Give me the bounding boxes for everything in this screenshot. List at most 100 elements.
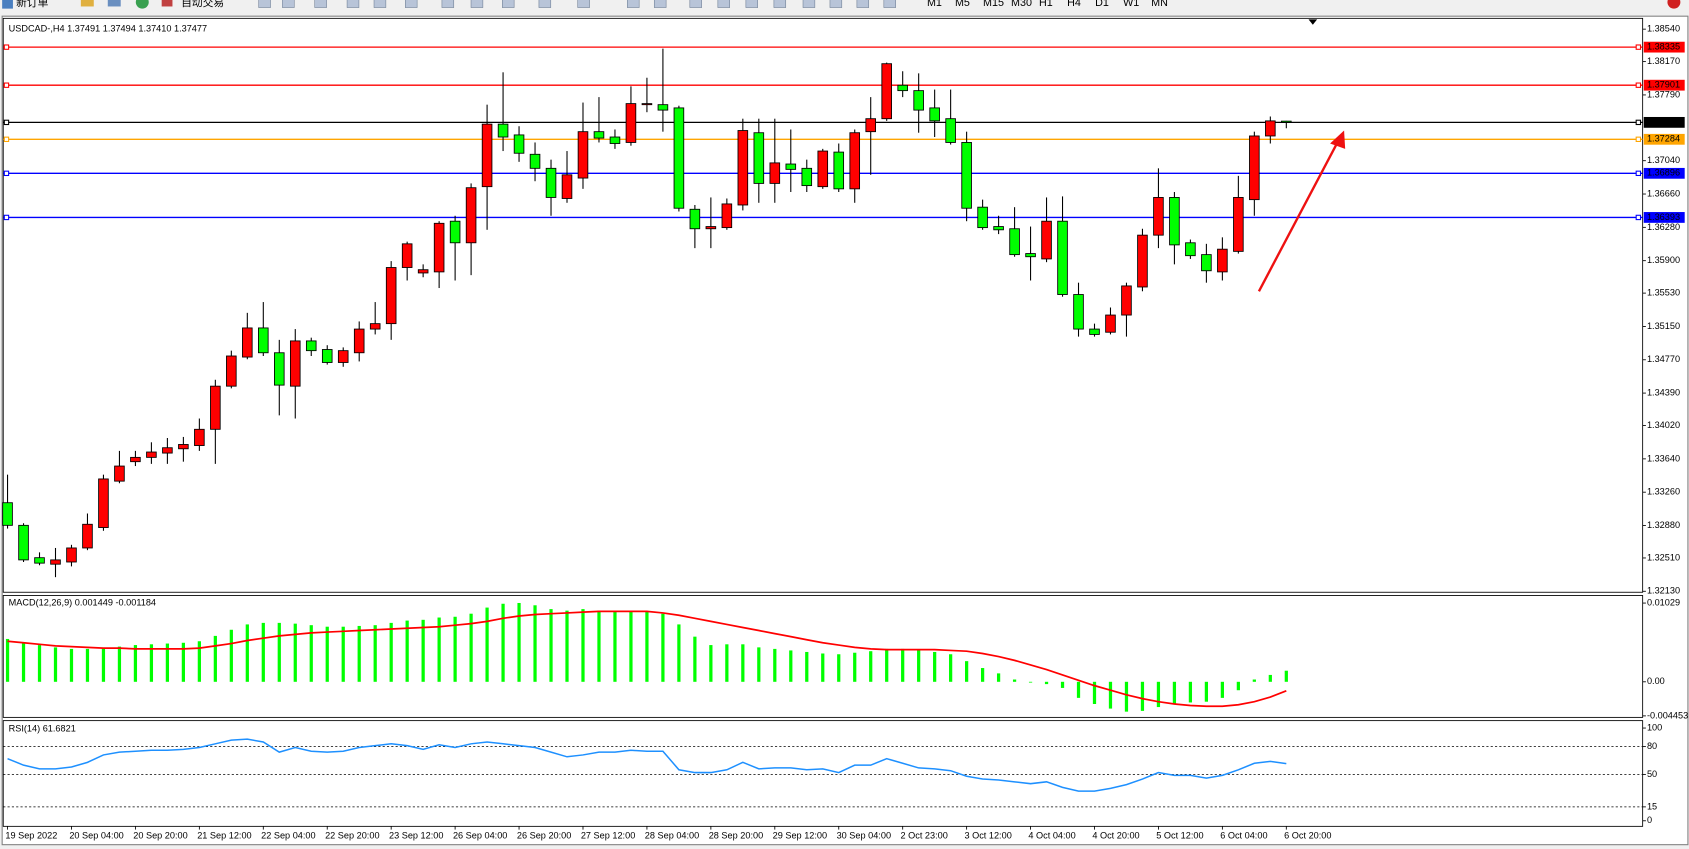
toolbar-icon[interactable] [441,0,455,8]
macd-bar [661,613,665,682]
toolbar-icon[interactable] [346,0,360,8]
macd-bar [469,613,473,682]
toolbar-icon[interactable] [258,0,271,8]
toolbar-icon[interactable] [829,0,843,8]
candle-body [162,447,173,454]
toolbar-icon[interactable] [470,0,484,8]
macd-bar [1284,670,1288,682]
candle-body [609,136,621,144]
macd-bar [485,607,489,682]
level-marker [3,170,10,177]
timeframe-button[interactable]: M5 [955,0,970,9]
chart-shift-marker [1308,19,1318,25]
candle-body [625,103,637,143]
y-tick-label: 1.37040 [1647,155,1680,165]
level-label: 1.38335 [1647,42,1680,52]
macd-bar [996,673,1001,682]
x-tick-label: 6 Oct 20:00 [1284,830,1331,840]
toolbar-icon[interactable] [502,0,515,8]
y-tick-label: 0.00 [1647,676,1665,686]
candle-body [769,162,781,184]
candle-body [305,340,317,352]
toolbar-icon[interactable] [405,0,418,8]
candle-body [1233,197,1244,252]
timeframe-buttons: M1 M5 M15 M30 H1 H4 D1 W1 MN [927,0,1168,9]
level-marker [3,119,10,126]
candle-body [146,451,157,458]
level-marker [3,136,10,142]
candle-body [1201,254,1212,272]
candle-body [961,142,972,209]
candle-body [1217,248,1228,273]
chart-window [1,15,1689,846]
toolbar-icon[interactable] [717,0,730,8]
toolbar-icon[interactable] [627,0,640,8]
y-tick-label: 1.38540 [1647,24,1680,34]
toolbar-icon[interactable] [653,0,667,8]
timeframe-button[interactable]: M30 [1011,0,1032,9]
toolbar-icon[interactable] [282,0,295,8]
toolbar-icon[interactable] [689,0,702,8]
candle-body [1137,234,1148,288]
auto-trading-button[interactable]: 自动交易 [181,0,224,9]
toolbar-icon[interactable] [773,0,787,8]
candle-body [258,327,269,354]
macd-bar [373,625,377,682]
timeframe-button[interactable]: H4 [1067,0,1081,9]
timeframe-button[interactable]: W1 [1123,0,1139,9]
candle-body [34,557,45,564]
candle-body [977,206,988,229]
macd-bar [389,622,393,682]
new-order-button[interactable]: 新订单 [16,0,49,9]
timeframe-button[interactable]: M15 [983,0,1004,9]
toolbar-icon[interactable] [802,0,816,8]
timeframe-button[interactable]: M1 [927,0,942,9]
toolbar-icon[interactable] [314,0,327,8]
toolbar-icon[interactable] [577,0,590,8]
x-tick-label: 4 Oct 20:00 [1092,830,1139,840]
toolbar-icon[interactable] [538,0,552,8]
timeframe-button[interactable]: D1 [1095,0,1109,9]
macd-bar [293,623,297,682]
candle-body [817,150,829,188]
macd-bar [453,616,457,682]
toolbar-icon[interactable] [373,0,387,8]
level-label-marker [1635,136,1642,142]
macd-bar [725,644,729,682]
macd-bar [613,611,617,682]
candle-body [577,131,589,179]
x-tick-label: 22 Sep 20:00 [325,830,379,840]
x-tick-label: 28 Sep 20:00 [709,830,763,840]
y-tick-label: 1.32510 [1647,552,1680,562]
candle-body [865,118,876,133]
macd-bar [597,610,601,682]
toolbar-icon[interactable] [883,0,896,8]
candle-body [337,350,349,363]
macd-bar [980,668,985,682]
timeframe-button[interactable]: MN [1151,0,1168,9]
macd-bar [1092,681,1097,704]
candle-body [833,151,845,190]
macd-bar [357,625,361,682]
candle-body [2,502,13,526]
x-tick-label: 23 Sep 12:00 [389,830,443,840]
macd-bar [1204,681,1209,702]
x-tick-label: 30 Sep 04:00 [837,830,891,840]
y-tick-label: 1.33640 [1647,453,1680,463]
macd-bar [69,648,74,682]
macd-bar [645,611,649,682]
candle-body [1009,228,1020,256]
y-tick-label: 1.32130 [1647,586,1680,596]
macd-bar [1172,681,1177,704]
x-tick-label: 19 Sep 2022 [5,830,57,840]
macd-bar [1156,681,1161,708]
candle-body [881,63,892,120]
toolbar-icon[interactable] [856,0,870,8]
candle-body [561,174,573,199]
x-tick-label: 6 Oct 04:00 [1220,830,1267,840]
macd-bar [821,653,825,682]
timeframe-button[interactable]: H1 [1039,0,1053,9]
macd-bar [901,648,905,682]
toolbar-icon[interactable] [745,0,759,8]
candle-body [417,269,429,274]
